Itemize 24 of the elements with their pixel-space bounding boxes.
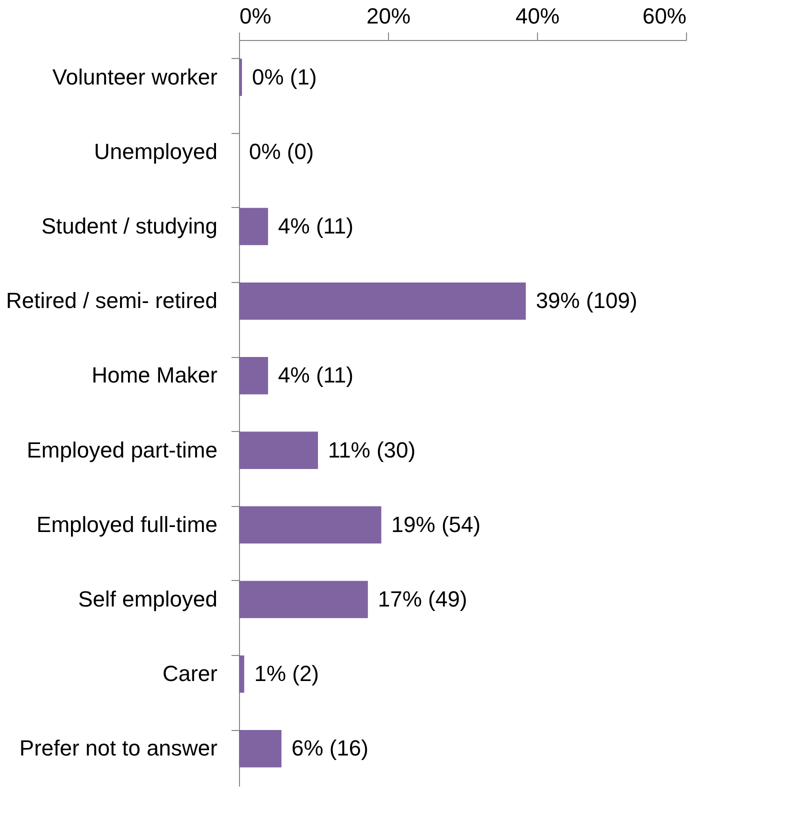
y-tick-label: Carer: [162, 661, 218, 686]
y-tick-label: Student / studying: [41, 214, 218, 238]
y-tick-label: Home Maker: [92, 362, 218, 388]
data-label: 39% (109): [536, 288, 638, 314]
y-tick-label: Volunteer worker: [52, 64, 218, 90]
x-tick-label: 60%: [642, 4, 686, 28]
y-tick-label: Unemployed: [94, 138, 218, 164]
data-label: 4% (11): [278, 362, 354, 388]
y-tick-label: Self employed: [78, 586, 218, 612]
data-label: 19% (54): [391, 512, 481, 537]
y-tick-label: Employed full-time: [36, 512, 218, 537]
data-label: 4% (11): [278, 214, 354, 238]
data-label: 11% (30): [328, 437, 416, 462]
data-label: 0% (1): [252, 64, 317, 90]
y-tick-label: Prefer not to answer: [19, 736, 218, 761]
data-label: 1% (2): [254, 661, 320, 686]
x-tick-label: 0%: [240, 4, 272, 28]
data-label: 17% (49): [378, 586, 468, 612]
x-tick-label: 20%: [366, 4, 411, 28]
x-tick-label: 40%: [515, 4, 560, 28]
data-label: 6% (16): [291, 736, 369, 761]
data-label: 0% (0): [249, 138, 314, 164]
y-tick-label: Retired / semi- retired: [6, 288, 218, 314]
y-tick-label: Employed part-time: [26, 437, 218, 462]
